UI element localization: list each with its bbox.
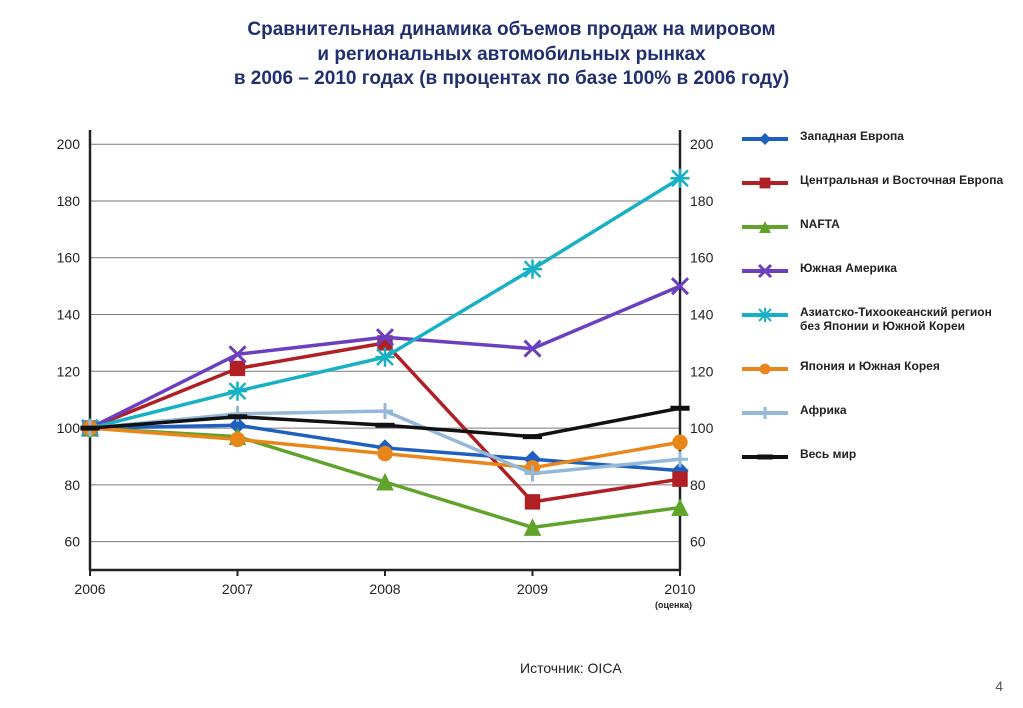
legend-item-nafta: NAFTA <box>740 218 1010 236</box>
legend-swatch <box>740 448 790 466</box>
line-chart: 60 60 80 80 100 100 120 120 140 140 160 160 180 180 20… <box>40 120 720 620</box>
title-line-3: в 2006 – 2010 годах (в процентах по базе… <box>0 67 1023 92</box>
title-line-2: и региональных автомобильных рынках <box>0 43 1023 68</box>
legend-label: Япония и Южная Корея <box>800 360 940 374</box>
legend-swatch <box>740 262 790 280</box>
legend-swatch <box>740 174 790 192</box>
svg-text:60: 60 <box>690 534 706 550</box>
svg-text:160: 160 <box>690 250 714 266</box>
svg-text:200: 200 <box>57 136 81 152</box>
legend-swatch <box>740 404 790 422</box>
svg-text:140: 140 <box>690 307 714 323</box>
legend-item-south_america: Южная Америка <box>740 262 1010 280</box>
svg-text:2006: 2006 <box>74 581 105 597</box>
svg-text:80: 80 <box>690 477 706 493</box>
svg-text:200: 200 <box>690 136 714 152</box>
legend: Западная Европа Центральная и Восточная Е… <box>740 130 1010 492</box>
legend-item-africa: Африка <box>740 404 1010 422</box>
source-label: Источник: OICA <box>520 660 622 676</box>
x-axis-note-2010: (оценка) <box>655 600 692 610</box>
svg-text:2010: 2010 <box>664 581 695 597</box>
legend-swatch <box>740 306 790 324</box>
chart-title: Сравнительная динамика объемов продаж на… <box>0 0 1023 92</box>
legend-label: NAFTA <box>800 218 840 232</box>
svg-text:160: 160 <box>57 250 81 266</box>
svg-text:2009: 2009 <box>517 581 548 597</box>
legend-item-jp_kr: Япония и Южная Корея <box>740 360 1010 378</box>
legend-label: Весь мир <box>800 448 856 462</box>
legend-item-cee: Центральная и Восточная Европа <box>740 174 1010 192</box>
svg-text:2008: 2008 <box>369 581 400 597</box>
page-number: 4 <box>995 678 1003 694</box>
legend-label: Азиатско-Тихоокеанский регион без Японии… <box>800 306 1010 334</box>
legend-label: Африка <box>800 404 847 418</box>
svg-text:180: 180 <box>690 193 714 209</box>
svg-text:60: 60 <box>64 534 80 550</box>
chart-svg: 60 60 80 80 100 100 120 120 140 140 160 160 180 180 20… <box>40 120 720 620</box>
legend-label: Центральная и Восточная Европа <box>800 174 1003 188</box>
svg-text:2007: 2007 <box>222 581 253 597</box>
svg-text:120: 120 <box>690 363 714 379</box>
legend-swatch <box>740 130 790 148</box>
legend-item-world: Весь мир <box>740 448 1010 466</box>
svg-text:100: 100 <box>690 420 714 436</box>
title-line-1: Сравнительная динамика объемов продаж на… <box>0 18 1023 43</box>
slide: Сравнительная динамика объемов продаж на… <box>0 0 1023 708</box>
legend-item-west_europe: Западная Европа <box>740 130 1010 148</box>
svg-text:120: 120 <box>57 363 81 379</box>
svg-text:180: 180 <box>57 193 81 209</box>
legend-item-apac: Азиатско-Тихоокеанский регион без Японии… <box>740 306 1010 334</box>
svg-text:140: 140 <box>57 307 81 323</box>
svg-text:100: 100 <box>57 420 81 436</box>
legend-label: Южная Америка <box>800 262 897 276</box>
svg-text:80: 80 <box>64 477 80 493</box>
legend-swatch <box>740 360 790 378</box>
legend-swatch <box>740 218 790 236</box>
legend-label: Западная Европа <box>800 130 904 144</box>
